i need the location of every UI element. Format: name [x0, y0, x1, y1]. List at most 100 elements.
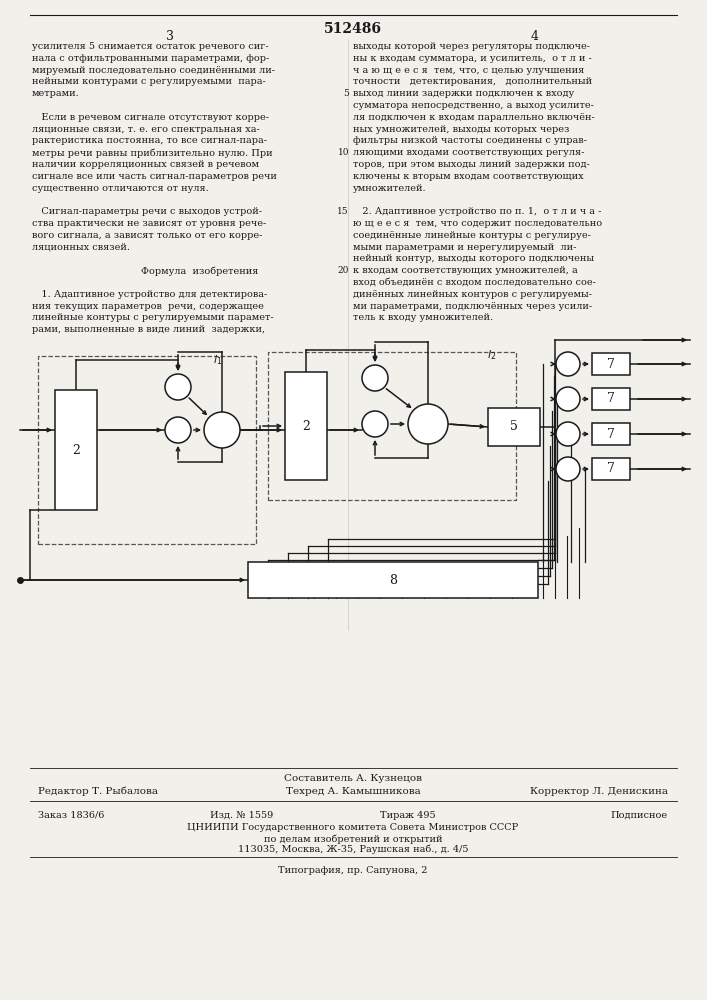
Text: Сигнал-параметры речи с выходов устрой-: Сигнал-параметры речи с выходов устрой- — [32, 207, 262, 216]
Text: торов, при этом выходы линий задержки под-: торов, при этом выходы линий задержки по… — [353, 160, 590, 169]
Text: ля подключен к входам параллельно включён-: ля подключен к входам параллельно включё… — [353, 113, 595, 122]
Text: 1. Адаптивное устройство для детектирова-: 1. Адаптивное устройство для детектирова… — [32, 290, 267, 299]
Text: существенно отличаются от нуля.: существенно отличаются от нуля. — [32, 184, 209, 193]
Text: 4: 4 — [218, 424, 226, 436]
Text: Корректор Л. Денискина: Корректор Л. Денискина — [530, 787, 668, 796]
Text: ч а ю щ е е с я  тем, что, с целью улучшения: ч а ю щ е е с я тем, что, с целью улучше… — [353, 66, 584, 75]
Text: $l_1$: $l_1$ — [214, 353, 223, 367]
Text: сигнале все или часть сигнал-параметров речи: сигнале все или часть сигнал-параметров … — [32, 172, 277, 181]
Text: ных умножителей, выходы которых через: ных умножителей, выходы которых через — [353, 125, 569, 134]
Text: 6: 6 — [564, 464, 571, 474]
Text: Заказ 1836/6: Заказ 1836/6 — [38, 811, 105, 820]
Text: Типография, пр. Сапунова, 2: Типография, пр. Сапунова, 2 — [279, 866, 428, 875]
Circle shape — [556, 387, 580, 411]
Text: Составитель А. Кузнецов: Составитель А. Кузнецов — [284, 774, 422, 783]
Bar — [592, 353, 630, 375]
Text: 6: 6 — [564, 394, 571, 404]
Text: к входам соответствующих умножителей, а: к входам соответствующих умножителей, а — [353, 266, 578, 275]
Circle shape — [556, 352, 580, 376]
Text: 113035, Москва, Ж-35, Раушская наб., д. 4/5: 113035, Москва, Ж-35, Раушская наб., д. … — [238, 845, 468, 854]
Circle shape — [165, 374, 191, 400]
Bar — [248, 562, 538, 598]
Text: Изд. № 1559: Изд. № 1559 — [210, 811, 273, 820]
Circle shape — [408, 404, 448, 444]
Text: ключены к вторым входам соответствующих: ключены к вторым входам соответствующих — [353, 172, 583, 181]
Text: умножителей.: умножителей. — [353, 184, 426, 193]
Text: ляющими входами соответствующих регуля-: ляющими входами соответствующих регуля- — [353, 148, 585, 157]
Text: 7: 7 — [607, 358, 615, 370]
Text: 7: 7 — [607, 428, 615, 440]
Text: ляционных связей.: ляционных связей. — [32, 243, 130, 252]
Text: ства практически не зависят от уровня рече-: ства практически не зависят от уровня ре… — [32, 219, 267, 228]
Bar — [268, 352, 516, 500]
Text: по делам изобретений и открытий: по делам изобретений и открытий — [264, 834, 443, 844]
Bar — [285, 372, 327, 480]
Text: 5: 5 — [343, 89, 349, 98]
Text: сумматора непосредственно, а выход усилите-: сумматора непосредственно, а выход усили… — [353, 101, 594, 110]
Text: 3: 3 — [175, 381, 182, 390]
Text: метры речи равны приблизительно нулю. При: метры речи равны приблизительно нулю. Пр… — [32, 148, 273, 158]
Text: мыми параметрами и нерегулируемый  ли-: мыми параметрами и нерегулируемый ли- — [353, 243, 576, 252]
Text: 2: 2 — [302, 420, 310, 432]
Text: вого сигнала, а зависят только от его корре-: вого сигнала, а зависят только от его ко… — [32, 231, 262, 240]
Text: 15: 15 — [337, 207, 349, 216]
Text: динённых линейных контуров с регулируемы-: динённых линейных контуров с регулируемы… — [353, 290, 592, 299]
Bar — [592, 423, 630, 445]
Text: ЦНИИПИ Государственного комитета Совета Министров СССР: ЦНИИПИ Государственного комитета Совета … — [187, 823, 519, 832]
Text: 3: 3 — [175, 424, 182, 434]
Text: 6: 6 — [564, 429, 571, 439]
Bar — [592, 458, 630, 480]
Text: метрами.: метрами. — [32, 89, 80, 98]
Circle shape — [556, 422, 580, 446]
Text: 512486: 512486 — [324, 22, 382, 36]
Bar — [488, 408, 540, 446]
Bar — [592, 388, 630, 410]
Text: выходы которой через регуляторы подключе-: выходы которой через регуляторы подключе… — [353, 42, 590, 51]
Text: мируемый последовательно соединёнными ли-: мируемый последовательно соединёнными ли… — [32, 66, 275, 75]
Text: ния текущих параметров  речи, содержащее: ния текущих параметров речи, содержащее — [32, 302, 264, 311]
Text: 7: 7 — [607, 462, 615, 476]
Text: наличии корреляционных связей в речевом: наличии корреляционных связей в речевом — [32, 160, 259, 169]
Circle shape — [362, 411, 388, 437]
Text: вход объединён с входом последовательно сое-: вход объединён с входом последовательно … — [353, 278, 596, 287]
Text: ляционные связи, т. е. его спектральная ха-: ляционные связи, т. е. его спектральная … — [32, 125, 259, 134]
Text: усилителя 5 снимается остаток речевого сиг-: усилителя 5 снимается остаток речевого с… — [32, 42, 269, 51]
Text: 7: 7 — [607, 392, 615, 406]
Text: 3: 3 — [373, 418, 380, 428]
Text: $l_2$: $l_2$ — [487, 348, 496, 362]
Text: ми параметрами, подключённых через усили-: ми параметрами, подключённых через усили… — [353, 302, 592, 311]
Circle shape — [362, 365, 388, 391]
Text: 8: 8 — [389, 574, 397, 586]
Text: 4: 4 — [424, 418, 432, 430]
Text: 2: 2 — [72, 444, 80, 456]
Text: 4: 4 — [531, 30, 539, 43]
Text: 3: 3 — [373, 372, 380, 381]
Text: ю щ е е с я  тем, что содержит последовательно: ю щ е е с я тем, что содержит последоват… — [353, 219, 602, 228]
Text: Если в речевом сигнале отсутствуют корре-: Если в речевом сигнале отсутствуют корре… — [32, 113, 269, 122]
Text: ны к входам сумматора, и усилитель,  о т л и -: ны к входам сумматора, и усилитель, о т … — [353, 54, 592, 63]
Circle shape — [556, 457, 580, 481]
Text: выход линии задержки подключен к входу: выход линии задержки подключен к входу — [353, 89, 574, 98]
Text: линейные контуры с регулируемыми парамет-: линейные контуры с регулируемыми парамет… — [32, 313, 274, 322]
Text: 2. Адаптивное устройство по п. 1,  о т л и ч а -: 2. Адаптивное устройство по п. 1, о т л … — [353, 207, 602, 216]
Text: 3: 3 — [166, 30, 174, 43]
Text: нейными контурами с регулируемыми  пара-: нейными контурами с регулируемыми пара- — [32, 77, 266, 86]
Text: 6: 6 — [564, 359, 571, 369]
Text: нейный контур, выходы которого подключены: нейный контур, выходы которого подключен… — [353, 254, 594, 263]
Text: тель к входу умножителей.: тель к входу умножителей. — [353, 313, 493, 322]
Text: Формула  изобретения: Формула изобретения — [116, 266, 258, 276]
Bar — [55, 390, 97, 510]
Text: 10: 10 — [337, 148, 349, 157]
Text: нала с отфильтрованными параметрами, фор-: нала с отфильтрованными параметрами, фор… — [32, 54, 269, 63]
Text: рами, выполненные в виде линий  задержки,: рами, выполненные в виде линий задержки, — [32, 325, 265, 334]
Text: фильтры низкой частоты соединены с управ-: фильтры низкой частоты соединены с управ… — [353, 136, 587, 145]
Text: Тираж 495: Тираж 495 — [380, 811, 436, 820]
Text: Редактор Т. Рыбалова: Редактор Т. Рыбалова — [38, 787, 158, 796]
Text: 5: 5 — [510, 420, 518, 434]
Bar — [38, 356, 256, 544]
Circle shape — [165, 417, 191, 443]
Text: Подписное: Подписное — [611, 811, 668, 820]
Text: точности   детектирования,   дополнительный: точности детектирования, дополнительный — [353, 77, 592, 86]
Text: рактеристика постоянна, то все сигнал-пара-: рактеристика постоянна, то все сигнал-па… — [32, 136, 267, 145]
Text: соединённые линейные контуры с регулируе-: соединённые линейные контуры с регулируе… — [353, 231, 591, 240]
